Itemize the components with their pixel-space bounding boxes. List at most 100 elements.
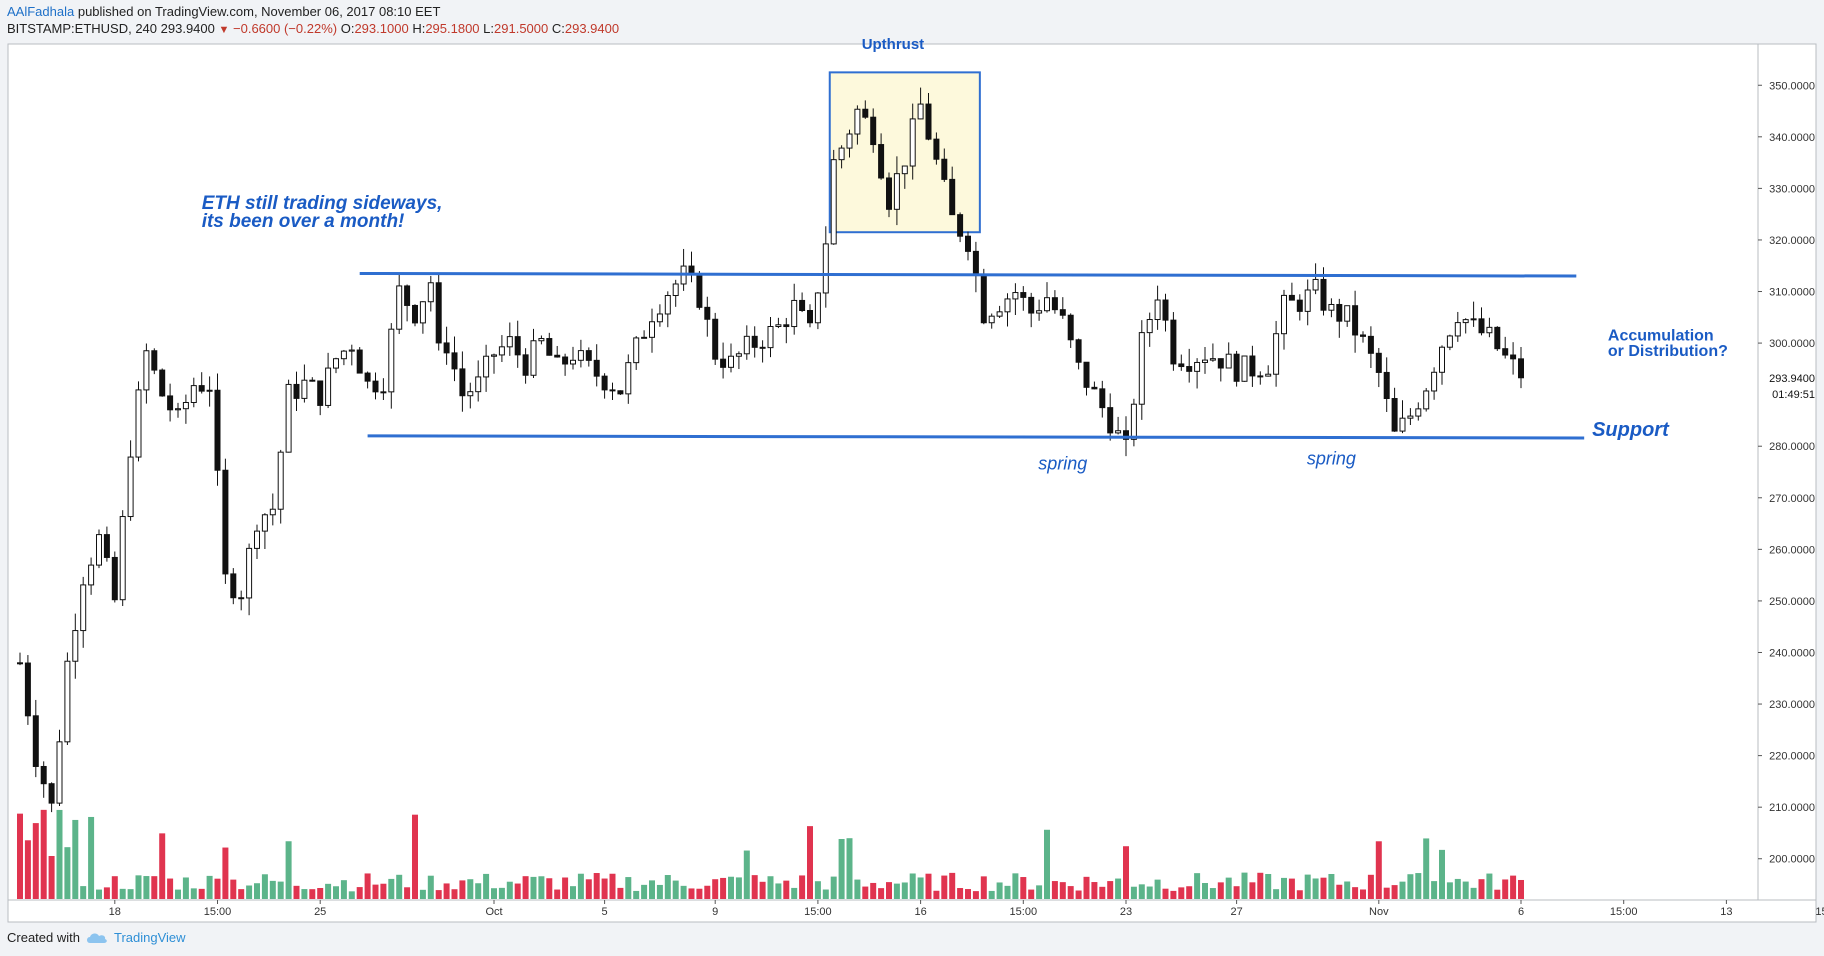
candle-body [933, 138, 940, 160]
volume-bar [40, 809, 47, 899]
candle-body [554, 354, 561, 358]
candle-body [893, 173, 900, 210]
author-link[interactable]: AAlFadhala [7, 4, 75, 19]
volume-bar [435, 890, 442, 899]
volume-bar [1091, 882, 1098, 899]
annotation-text[interactable]: spring [1038, 453, 1087, 473]
volume-bar [791, 887, 798, 899]
volume-bar [1209, 888, 1216, 899]
candle-body [577, 350, 584, 361]
volume-bar [412, 814, 418, 899]
candle-body [743, 335, 750, 355]
time-axis[interactable] [7, 899, 1817, 923]
y-tick-label: 340.0000 [1769, 132, 1815, 144]
annotation-text[interactable]: or Distribution? [1608, 343, 1728, 360]
candle-body [1439, 346, 1445, 373]
volume-bar [182, 877, 189, 899]
candle-body [807, 309, 813, 324]
candle-body [1202, 359, 1208, 363]
annotation-text[interactable]: spring [1307, 448, 1356, 468]
candle-body [111, 556, 118, 601]
candle-body [1383, 371, 1390, 400]
change-value: −0.6600 (−0.22%) [233, 21, 338, 36]
y-tick-label: 310.0000 [1769, 287, 1815, 299]
y-tick-label: 210.0000 [1769, 802, 1815, 814]
volume-bar [317, 887, 324, 899]
countdown-label: 01:49:51 [1772, 389, 1815, 401]
volume-bar [1399, 881, 1406, 899]
volume-bar [238, 889, 245, 899]
annotation-text[interactable]: ETH still trading sideways, [202, 193, 443, 214]
candle-body [838, 147, 845, 161]
volume-bar [1281, 877, 1287, 899]
close-label: C: [551, 21, 565, 36]
volume-bar [427, 875, 434, 899]
candle-body [451, 352, 458, 370]
volume-bar [1044, 829, 1050, 899]
volume-bar [949, 872, 956, 899]
volume-bar [514, 883, 521, 899]
volume-bar [656, 884, 663, 899]
volume-bar [1344, 881, 1351, 899]
y-tick-label: 250.0000 [1769, 596, 1815, 608]
volume-bar [1241, 872, 1248, 899]
candle-body [1146, 319, 1153, 334]
annotation-text[interactable]: Upthrust [862, 36, 925, 53]
tradingview-link[interactable]: TradingView [113, 930, 186, 945]
candle-body [1115, 430, 1122, 434]
candle-body [704, 306, 711, 320]
volume-bar [388, 878, 395, 899]
volume-bar [1067, 886, 1074, 899]
annotation-text[interactable]: Support [1592, 419, 1670, 441]
x-tick-label: 27 [1230, 906, 1242, 918]
candle-body [1454, 322, 1461, 337]
created-with-label: Created with [7, 930, 80, 945]
support-line[interactable] [367, 434, 1585, 440]
volume-bar [1304, 874, 1311, 899]
published-text: published on TradingView.com, November 0… [77, 4, 441, 19]
volume-bar [807, 826, 813, 899]
volume-bar [1367, 874, 1374, 899]
volume-bar [1336, 884, 1343, 899]
candle-body [1407, 415, 1414, 419]
candle-body [182, 401, 189, 410]
volume-bar [1107, 881, 1114, 899]
candle-body [972, 250, 979, 276]
candle-body [1154, 299, 1161, 321]
candle-body [1178, 363, 1185, 368]
volume-bar [649, 880, 655, 899]
upthrust-box[interactable] [828, 71, 981, 234]
candle-body [269, 508, 276, 516]
volume-bar [775, 883, 782, 899]
x-tick-label: Nov [1369, 906, 1389, 918]
volume-bar [309, 889, 316, 899]
volume-bar [878, 888, 885, 899]
volume-bar [1407, 874, 1414, 899]
volume-bar [633, 890, 640, 899]
x-tick-label: 16 [914, 906, 926, 918]
annotation-text[interactable]: its been over a month! [202, 211, 405, 232]
resistance-line[interactable] [359, 271, 1577, 278]
volume-bar [1415, 873, 1422, 899]
candle-body [601, 375, 608, 391]
price-axis[interactable] [1757, 43, 1817, 901]
candle-body [1130, 403, 1137, 440]
volume-bar [846, 838, 853, 899]
candle-body [538, 338, 545, 342]
candle-body [767, 326, 774, 349]
volume-bar [1431, 881, 1438, 899]
annotation-text[interactable]: Accumulation [1608, 328, 1714, 345]
volume-bar [1462, 881, 1469, 899]
y-tick-label: 320.0000 [1769, 235, 1815, 247]
candle-body [830, 159, 837, 245]
candle-body [1170, 319, 1177, 365]
volume-bar [680, 885, 687, 899]
volume-bar [696, 888, 703, 899]
volume-bar [1439, 849, 1445, 899]
volume-bar [1075, 890, 1082, 899]
candle-body [728, 355, 734, 368]
volume-bar [1470, 887, 1477, 899]
volume-bar [372, 884, 379, 899]
volume-bar [17, 813, 23, 899]
